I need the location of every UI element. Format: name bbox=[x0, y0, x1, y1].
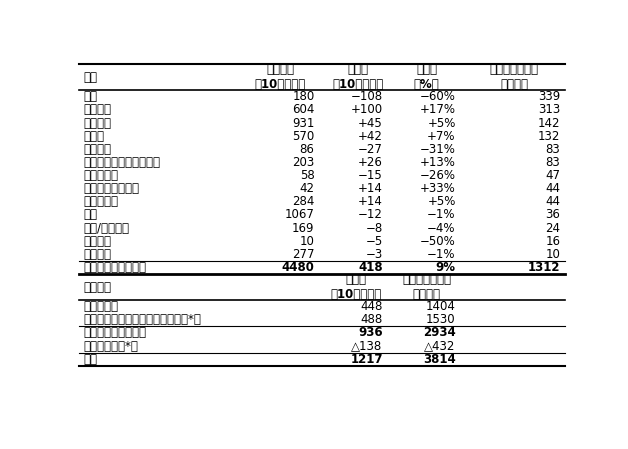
Text: 83: 83 bbox=[546, 143, 560, 156]
Text: 自動車修理: 自動車修理 bbox=[84, 169, 118, 182]
Text: −15: −15 bbox=[358, 169, 382, 182]
Text: 合計: 合計 bbox=[84, 352, 97, 365]
Text: 16: 16 bbox=[545, 235, 560, 248]
Text: −50%: −50% bbox=[420, 235, 456, 248]
Text: 284: 284 bbox=[292, 195, 315, 208]
Text: +33%: +33% bbox=[420, 182, 456, 195]
Text: −27: −27 bbox=[358, 143, 382, 156]
Text: −60%: −60% bbox=[420, 90, 456, 103]
Text: 産業規模
（10億ドル）: 産業規模 （10億ドル） bbox=[255, 63, 306, 91]
Text: 経済全般効果　小計: 経済全般効果 小計 bbox=[84, 326, 146, 339]
Text: −5: −5 bbox=[365, 235, 382, 248]
Text: 4480: 4480 bbox=[282, 261, 315, 274]
Text: 年間一人当たり
（ドル）: 年間一人当たり （ドル） bbox=[490, 63, 539, 91]
Text: 570: 570 bbox=[292, 130, 315, 143]
Text: 石油・ガス: 石油・ガス bbox=[84, 195, 118, 208]
Text: 83: 83 bbox=[546, 156, 560, 169]
Text: 2934: 2934 bbox=[423, 326, 456, 339]
Text: 132: 132 bbox=[538, 130, 560, 143]
Text: デジタルメディア: デジタルメディア bbox=[84, 182, 139, 195]
Text: −3: −3 bbox=[365, 248, 382, 261]
Text: 1067: 1067 bbox=[284, 208, 315, 221]
Text: 142: 142 bbox=[538, 117, 560, 129]
Text: 277: 277 bbox=[292, 248, 315, 261]
Text: −8: −8 bbox=[365, 222, 382, 235]
Text: 電子機器・ソフトウェア: 電子機器・ソフトウェア bbox=[84, 156, 160, 169]
Text: 弁護士業: 弁護士業 bbox=[84, 248, 111, 261]
Text: 生産性向上: 生産性向上 bbox=[84, 300, 118, 313]
Text: 変化額
（10億ドル）: 変化額 （10億ドル） bbox=[333, 63, 384, 91]
Text: 931: 931 bbox=[292, 117, 315, 129]
Text: 3814: 3814 bbox=[423, 352, 456, 365]
Text: −4%: −4% bbox=[427, 222, 456, 235]
Text: 44: 44 bbox=[545, 195, 560, 208]
Text: −108: −108 bbox=[350, 90, 382, 103]
Text: 医療: 医療 bbox=[84, 208, 97, 221]
Text: 488: 488 bbox=[360, 313, 382, 326]
Text: 重複分調整（*）: 重複分調整（*） bbox=[84, 339, 138, 352]
Text: +17%: +17% bbox=[420, 103, 456, 116]
Text: −1%: −1% bbox=[427, 208, 456, 221]
Text: 1312: 1312 bbox=[528, 261, 560, 274]
Text: 交通警察: 交通警察 bbox=[84, 235, 111, 248]
Text: 604: 604 bbox=[292, 103, 315, 116]
Text: 42: 42 bbox=[300, 182, 315, 195]
Text: 418: 418 bbox=[358, 261, 382, 274]
Text: 貨物輸送: 貨物輸送 bbox=[84, 103, 111, 116]
Text: 土地開発: 土地開発 bbox=[84, 117, 111, 129]
Text: 44: 44 bbox=[545, 182, 560, 195]
Text: 203: 203 bbox=[292, 156, 315, 169]
Text: △432: △432 bbox=[425, 339, 456, 352]
Text: 衝突事故減少によるコスト削減（*）: 衝突事故減少によるコスト削減（*） bbox=[84, 313, 201, 326]
Text: 169: 169 bbox=[292, 222, 315, 235]
Text: +45: +45 bbox=[358, 117, 382, 129]
Text: 保険: 保険 bbox=[84, 90, 97, 103]
Text: 産業固有効果　小計: 産業固有効果 小計 bbox=[84, 261, 146, 274]
Text: 経済全般: 経済全般 bbox=[84, 281, 111, 294]
Text: 448: 448 bbox=[360, 300, 382, 313]
Text: 自動車: 自動車 bbox=[84, 130, 104, 143]
Text: −12: −12 bbox=[358, 208, 382, 221]
Text: −26%: −26% bbox=[420, 169, 456, 182]
Text: +7%: +7% bbox=[427, 130, 456, 143]
Text: 1530: 1530 bbox=[426, 313, 456, 326]
Text: 36: 36 bbox=[546, 208, 560, 221]
Text: 産業: 産業 bbox=[84, 70, 97, 84]
Text: +42: +42 bbox=[358, 130, 382, 143]
Text: 24: 24 bbox=[545, 222, 560, 235]
Text: 86: 86 bbox=[300, 143, 315, 156]
Text: +13%: +13% bbox=[420, 156, 456, 169]
Text: −31%: −31% bbox=[420, 143, 456, 156]
Text: 313: 313 bbox=[538, 103, 560, 116]
Text: +100: +100 bbox=[350, 103, 382, 116]
Text: 9%: 9% bbox=[436, 261, 456, 274]
Text: 年間一人当たり
（ドル）: 年間一人当たり （ドル） bbox=[402, 273, 451, 301]
Text: 936: 936 bbox=[358, 326, 382, 339]
Text: +14: +14 bbox=[358, 182, 382, 195]
Text: 建設/インフラ: 建設/インフラ bbox=[84, 222, 129, 235]
Text: +5%: +5% bbox=[427, 195, 456, 208]
Text: 10: 10 bbox=[546, 248, 560, 261]
Text: +14: +14 bbox=[358, 195, 382, 208]
Text: 1404: 1404 bbox=[426, 300, 456, 313]
Text: +26: +26 bbox=[358, 156, 382, 169]
Text: 変化額
（10億ドル）: 変化額 （10億ドル） bbox=[330, 273, 382, 301]
Text: 個人輸送: 個人輸送 bbox=[84, 143, 111, 156]
Text: 47: 47 bbox=[545, 169, 560, 182]
Text: 180: 180 bbox=[292, 90, 315, 103]
Text: +5%: +5% bbox=[427, 117, 456, 129]
Text: 変化率
（%）: 変化率 （%） bbox=[414, 63, 440, 91]
Text: 10: 10 bbox=[300, 235, 315, 248]
Text: 58: 58 bbox=[300, 169, 315, 182]
Text: 1217: 1217 bbox=[350, 352, 382, 365]
Text: △138: △138 bbox=[352, 339, 382, 352]
Text: −1%: −1% bbox=[427, 248, 456, 261]
Text: 339: 339 bbox=[538, 90, 560, 103]
